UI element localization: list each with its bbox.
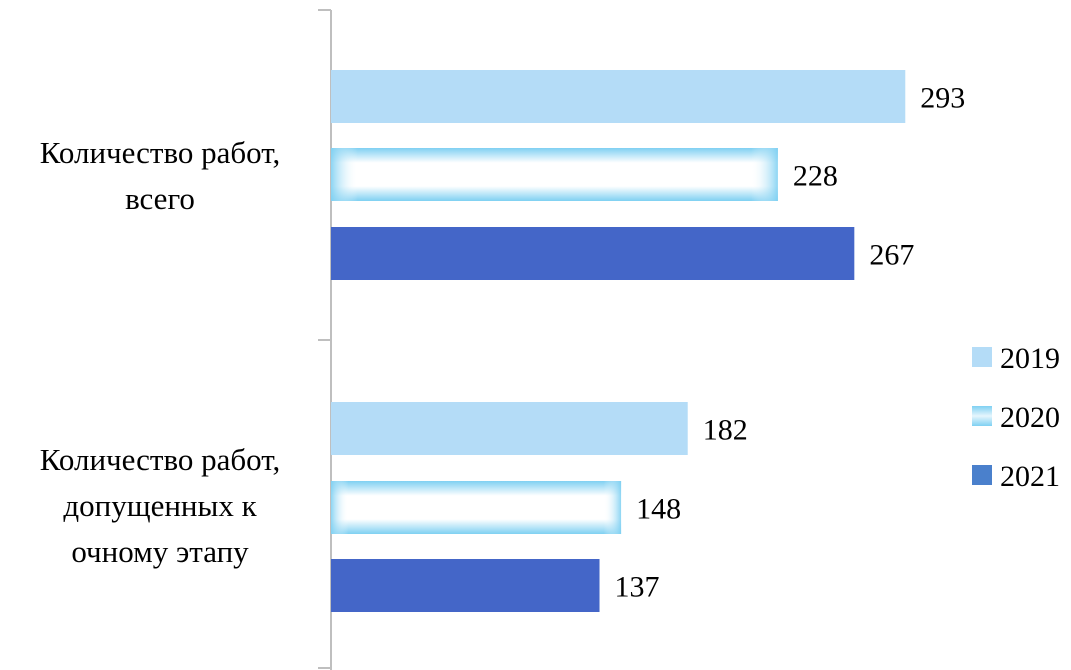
legend-label-2021: 2021 bbox=[1000, 460, 1060, 493]
category-label-line: всего bbox=[125, 181, 195, 216]
data-label: 182 bbox=[703, 414, 748, 447]
bar-2021 bbox=[331, 559, 600, 612]
legend-swatch-2020 bbox=[972, 406, 992, 426]
bars-layer bbox=[331, 70, 906, 612]
bar-2020-edge-glow bbox=[331, 481, 622, 534]
data-label: 267 bbox=[869, 239, 914, 272]
bar-2020-edge-glow bbox=[331, 148, 778, 201]
bar-2019 bbox=[331, 70, 906, 123]
data-label: 137 bbox=[615, 571, 660, 604]
legend-swatch-2021 bbox=[972, 465, 992, 485]
bar-2019 bbox=[331, 402, 688, 455]
legend-swatch-2019 bbox=[972, 347, 992, 367]
data-label: 148 bbox=[636, 493, 681, 526]
bar-2021 bbox=[331, 227, 855, 280]
data-label: 293 bbox=[920, 82, 965, 115]
labels-layer: Количество работ, всего Количество работ, д… bbox=[40, 82, 966, 604]
category-label: Количество работ, всего bbox=[40, 135, 280, 216]
category-label-line: Количество работ, bbox=[40, 135, 280, 170]
data-label: 228 bbox=[793, 160, 838, 193]
category-label-line: очному этапу bbox=[71, 534, 249, 569]
legend: 2019 2020 2021 bbox=[972, 342, 1060, 493]
category-label-line: допущенных к bbox=[63, 488, 257, 523]
legend-label-2019: 2019 bbox=[1000, 342, 1060, 375]
category-label: Количество работ, допущенных к очному этап… bbox=[40, 442, 280, 569]
category-label-line: Количество работ, bbox=[40, 442, 280, 477]
legend-label-2020: 2020 bbox=[1000, 401, 1060, 434]
axis-layer bbox=[318, 9, 332, 670]
